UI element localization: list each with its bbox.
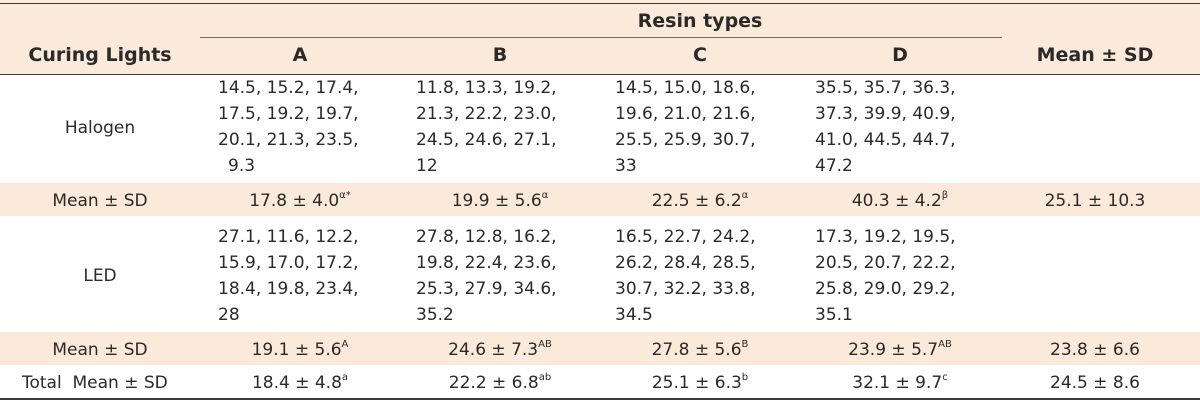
top-rule — [0, 3, 1200, 4]
led-a-mean: 19.1 ± 5.6A — [251, 339, 349, 361]
halogen-mean-band — [0, 183, 1200, 216]
led-label: LED — [83, 266, 117, 286]
total-c-mean: 25.1 ± 6.3b — [651, 372, 749, 394]
halogen-d-values: 35.5, 35.7, 36.3, 37.3, 39.9, 40.9, 41.0, … — [815, 78, 956, 176]
total-a-mean: 18.4 ± 4.8a — [251, 372, 349, 394]
halogen-d-mean: 40.3 ± 4.2β — [851, 190, 949, 212]
halogen-a-values: 14.5, 15.2, 17.4, 17.5, 19.2, 19.7, 20.1, … — [218, 78, 359, 176]
column-c-header: C — [693, 44, 707, 66]
led-c-values: 16.5, 22.7, 24.2, 26.2, 28.4, 28.5, 30.7, … — [615, 227, 756, 325]
led-d-mean: 23.9 ± 5.7AB — [848, 339, 952, 361]
halogen-c-values: 14.5, 15.0, 18.6, 19.6, 21.0, 21.6, 25.5, … — [615, 78, 756, 176]
led-c-mean: 27.8 ± 5.6B — [651, 339, 749, 361]
group-rule — [200, 37, 1002, 38]
total-overall-mean: 24.5 ± 8.6 — [1050, 373, 1140, 393]
column-a-header: A — [292, 44, 308, 66]
halogen-overall-mean: 25.1 ± 10.3 — [1044, 191, 1146, 211]
resin-types-header: Resin types — [637, 10, 763, 32]
mean-sd-header: Mean ± SD — [1036, 44, 1154, 66]
curing-lights-header: Curing Lights — [28, 44, 172, 66]
halogen-b-mean: 19.9 ± 5.6α — [451, 190, 549, 212]
header-rule — [0, 74, 1200, 75]
led-mean-label: Mean ± SD — [52, 340, 148, 360]
total-d-mean: 32.1 ± 9.7c — [852, 372, 948, 394]
led-a-values: 27.1, 11.6, 12.2, 15.9, 17.0, 17.2, 18.4, … — [218, 227, 359, 325]
column-d-header: D — [892, 44, 908, 66]
total-b-mean: 22.2 ± 6.8ab — [448, 372, 552, 394]
led-mean-band — [0, 332, 1200, 365]
led-b-mean: 24.6 ± 7.3AB — [448, 339, 552, 361]
halogen-a-mean: 17.8 ± 4.0α* — [249, 190, 351, 212]
led-d-values: 17.3, 19.2, 19.5, 20.5, 20.7, 22.2, 25.8, … — [815, 227, 956, 325]
halogen-label: Halogen — [64, 118, 136, 138]
bottom-rule — [0, 398, 1200, 400]
led-b-values: 27.8, 12.8, 16.2, 19.8, 22.4, 23.6, 25.3, … — [416, 227, 557, 325]
halogen-c-mean: 22.5 ± 6.2α — [651, 190, 749, 212]
column-b-header: B — [492, 44, 508, 66]
total-mean-label: Total Mean ± SD — [22, 373, 168, 393]
halogen-mean-label: Mean ± SD — [52, 191, 148, 211]
led-overall-mean: 23.8 ± 6.6 — [1050, 340, 1140, 360]
halogen-b-values: 11.8, 13.3, 19.2, 21.3, 22.2, 23.0, 24.5, … — [416, 78, 557, 176]
